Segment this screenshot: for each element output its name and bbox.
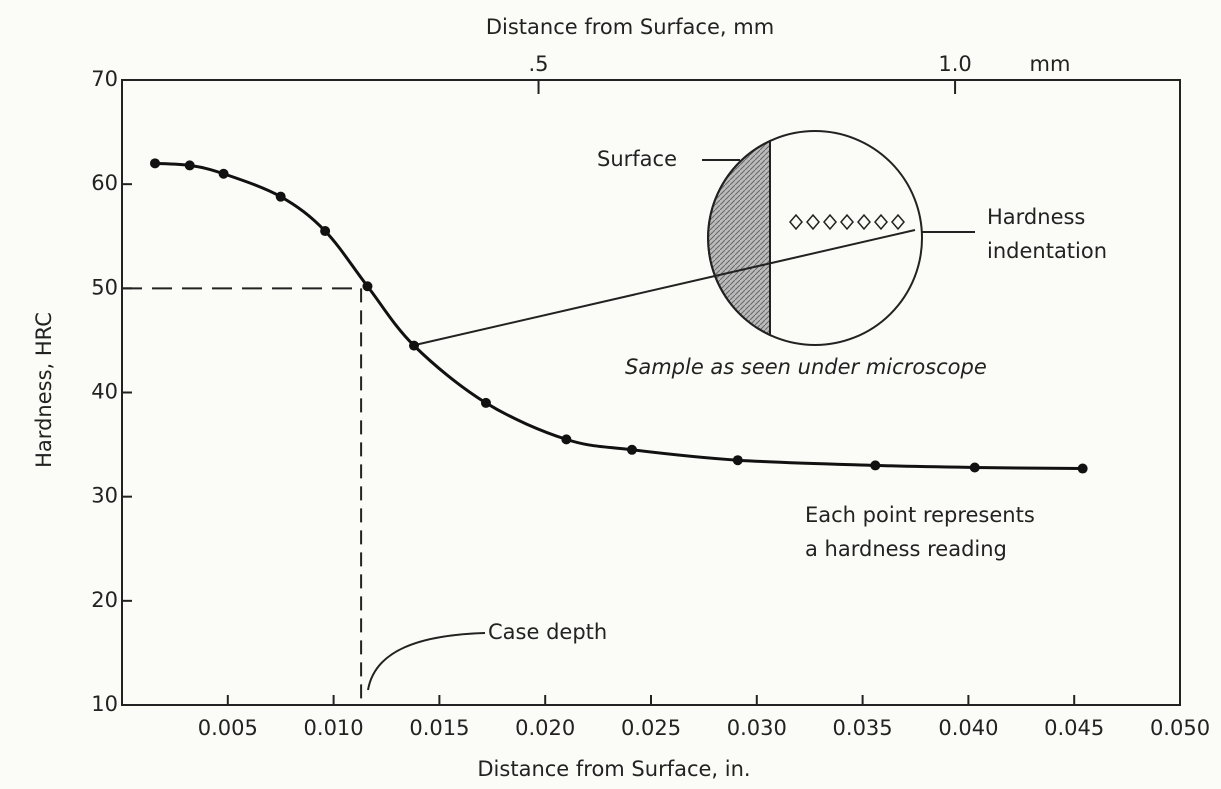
top-axis-title: Distance from Surface, mm [486, 15, 774, 39]
data-point [1077, 463, 1088, 474]
x-tick-label: 0.025 [621, 716, 681, 740]
indentation-label: Hardness [987, 205, 1085, 229]
x-axis-title: Distance from Surface, in. [477, 757, 750, 781]
y-tick-label: 70 [91, 67, 118, 91]
x-tick-label: 0.005 [198, 716, 258, 740]
surface-region [707, 139, 771, 337]
y-tick-label: 10 [91, 692, 118, 716]
data-point [184, 160, 195, 171]
indentations [789, 213, 905, 231]
x-tick-label: 0.035 [833, 716, 893, 740]
data-point [320, 226, 331, 237]
x2-tick-label: 1.0 [938, 52, 971, 76]
data-point [150, 158, 161, 169]
hardness-curve [154, 161, 1083, 471]
case-depth-leader [367, 632, 486, 691]
x2-tick-label: .5 [529, 52, 549, 76]
case-depth-label: Case depth [488, 620, 607, 644]
data-point [732, 455, 743, 466]
points-note: a hardness reading [805, 537, 1007, 561]
y-tick-label: 40 [91, 380, 118, 404]
data-point [218, 168, 229, 179]
pointer-line [414, 229, 916, 346]
data-point [626, 444, 637, 455]
data-point [275, 191, 286, 202]
x-tick-label: 0.050 [1150, 716, 1210, 740]
x-tick-label: 0.045 [1044, 716, 1104, 740]
data-point [362, 281, 373, 292]
microscope-label: Sample as seen under microscope [625, 355, 987, 379]
y-tick-label: 20 [91, 588, 118, 612]
y-tick-label: 30 [91, 484, 118, 508]
data-point [561, 434, 572, 445]
x-tick-label: 0.015 [409, 716, 469, 740]
indentation-label: indentation [987, 239, 1107, 263]
y-tick-label: 50 [91, 275, 118, 299]
data-point [480, 397, 491, 408]
y-tick-label: 60 [91, 171, 118, 195]
surface-label: Surface [597, 147, 677, 171]
microscope-circle [707, 130, 923, 346]
data-point [969, 462, 980, 473]
data-point [870, 460, 881, 471]
y-axis-title: Hardness, HRC [32, 312, 56, 468]
plot-frame [121, 79, 1181, 706]
points-note: Each point represents [805, 503, 1035, 527]
data-point [409, 340, 420, 351]
x-tick-label: 0.040 [938, 716, 998, 740]
top-axis-unit: mm [1030, 52, 1071, 76]
x-tick-label: 0.010 [304, 716, 364, 740]
x-tick-label: 0.030 [727, 716, 787, 740]
x-tick-label: 0.020 [515, 716, 575, 740]
microscope-illustration [367, 130, 975, 691]
